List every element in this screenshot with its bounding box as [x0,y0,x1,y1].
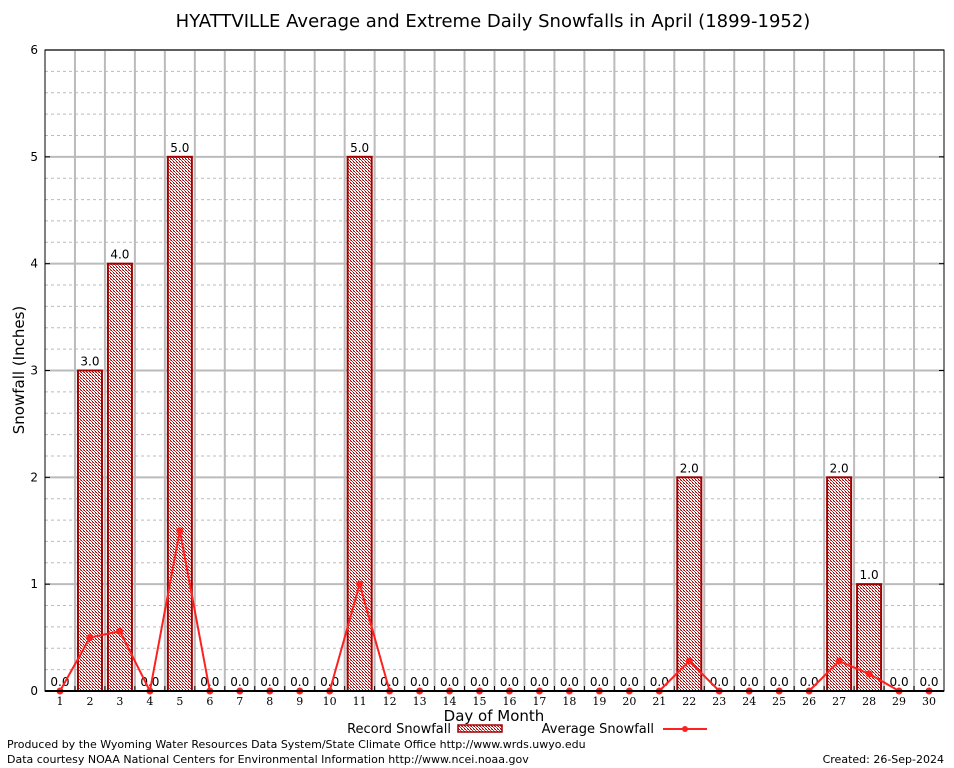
bar-value-label: 0.0 [500,675,519,689]
y-tick-label: 6 [30,43,38,57]
record-bar [106,262,133,692]
x-tick-label: 17 [532,695,546,708]
x-tick-label: 1 [56,695,63,708]
x-tick-label: 3 [116,695,123,708]
x-tick-label: 24 [742,695,756,708]
bar-value-label: 0.0 [470,675,489,689]
y-tick-label: 5 [30,150,38,164]
bar-value-label: 0.0 [770,675,789,689]
bar-value-label: 0.0 [560,675,579,689]
average-point [356,580,364,588]
bar-value-label: 0.0 [200,675,219,689]
x-tick-label: 6 [206,695,213,708]
x-axis-label: Day of Month [444,707,545,725]
x-tick-label: 11 [353,695,367,708]
bar-value-label: 5.0 [350,141,369,155]
x-tick-label: 28 [862,695,876,708]
y-tick-label: 1 [30,577,38,591]
bar-value-label: 3.0 [80,355,99,369]
bar-value-label: 0.0 [230,675,249,689]
footer-producer: Produced by the Wyoming Water Resources … [7,738,586,751]
bar-value-label: 0.0 [650,675,669,689]
x-tick-label: 12 [383,695,397,708]
average-point [86,634,94,642]
y-tick-label: 4 [30,257,38,271]
record-bar [166,155,193,693]
legend: Record Snowfall Average Snowfall [347,722,707,737]
average-point [865,670,873,678]
x-tick-label: 26 [802,695,816,708]
bar-value-label: 0.0 [140,675,159,689]
bar-value-label: 0.0 [530,675,549,689]
x-tick-label: 15 [473,695,487,708]
bar-value-label: 0.0 [290,675,309,689]
footer-created: Created: 26-Sep-2024 [823,753,944,766]
average-point [116,627,124,635]
bar-value-label: 0.0 [590,675,609,689]
average-point [835,657,843,665]
legend-label-record: Record Snowfall [347,722,451,737]
bar-value-label: 0.0 [410,675,429,689]
record-bar [76,369,103,692]
bar-value-label: 2.0 [680,461,699,475]
bar-value-label: 0.0 [320,675,339,689]
x-tick-label: 20 [622,695,636,708]
x-tick-label: 4 [146,695,153,708]
bar-value-label: 2.0 [830,461,849,475]
legend-label-average: Average Snowfall [542,722,654,737]
chart-title: HYATTVILLE Average and Extreme Daily Sno… [176,11,811,32]
bar-value-label: 0.0 [440,675,459,689]
bar-value-label: 4.0 [110,248,129,262]
x-tick-label: 7 [236,695,243,708]
x-tick-label: 5 [176,695,183,708]
y-tick-label: 3 [30,364,38,378]
bar-value-label: 0.0 [620,675,639,689]
bar-value-label: 0.0 [919,675,938,689]
x-tick-label: 9 [296,695,303,708]
x-tick-label: 8 [266,695,273,708]
footer-data-source: Data courtesy NOAA National Centers for … [7,753,529,766]
x-tick-label: 30 [922,695,936,708]
x-tick-label: 13 [413,695,427,708]
x-tick-label: 16 [502,695,516,708]
y-tick-label: 0 [30,684,38,698]
x-tick-label: 2 [86,695,93,708]
x-tick-label: 19 [592,695,606,708]
legend-swatch-record [457,724,503,733]
bar-value-label: 0.0 [800,675,819,689]
x-tick-label: 25 [772,695,786,708]
x-tick-label: 29 [892,695,906,708]
x-tick-label: 14 [443,695,457,708]
x-tick-label: 21 [652,695,666,708]
bar-value-label: 1.0 [860,568,879,582]
x-tick-label: 18 [562,695,576,708]
bar-value-label: 0.0 [890,675,909,689]
y-axis-label: Snowfall (Inches) [10,306,28,434]
average-point [176,527,184,535]
bar-value-label: 0.0 [740,675,759,689]
average-point [685,657,693,665]
x-tick-label: 27 [832,695,846,708]
y-tick-label: 2 [30,470,38,484]
bar-value-label: 5.0 [170,141,189,155]
bar-value-label: 0.0 [50,675,69,689]
x-tick-label: 23 [712,695,726,708]
legend-marker-average [682,726,688,732]
bar-value-label: 0.0 [260,675,279,689]
bar-value-label: 0.0 [710,675,729,689]
x-tick-label: 22 [682,695,696,708]
bar-value-label: 0.0 [380,675,399,689]
x-tick-label: 10 [323,695,337,708]
